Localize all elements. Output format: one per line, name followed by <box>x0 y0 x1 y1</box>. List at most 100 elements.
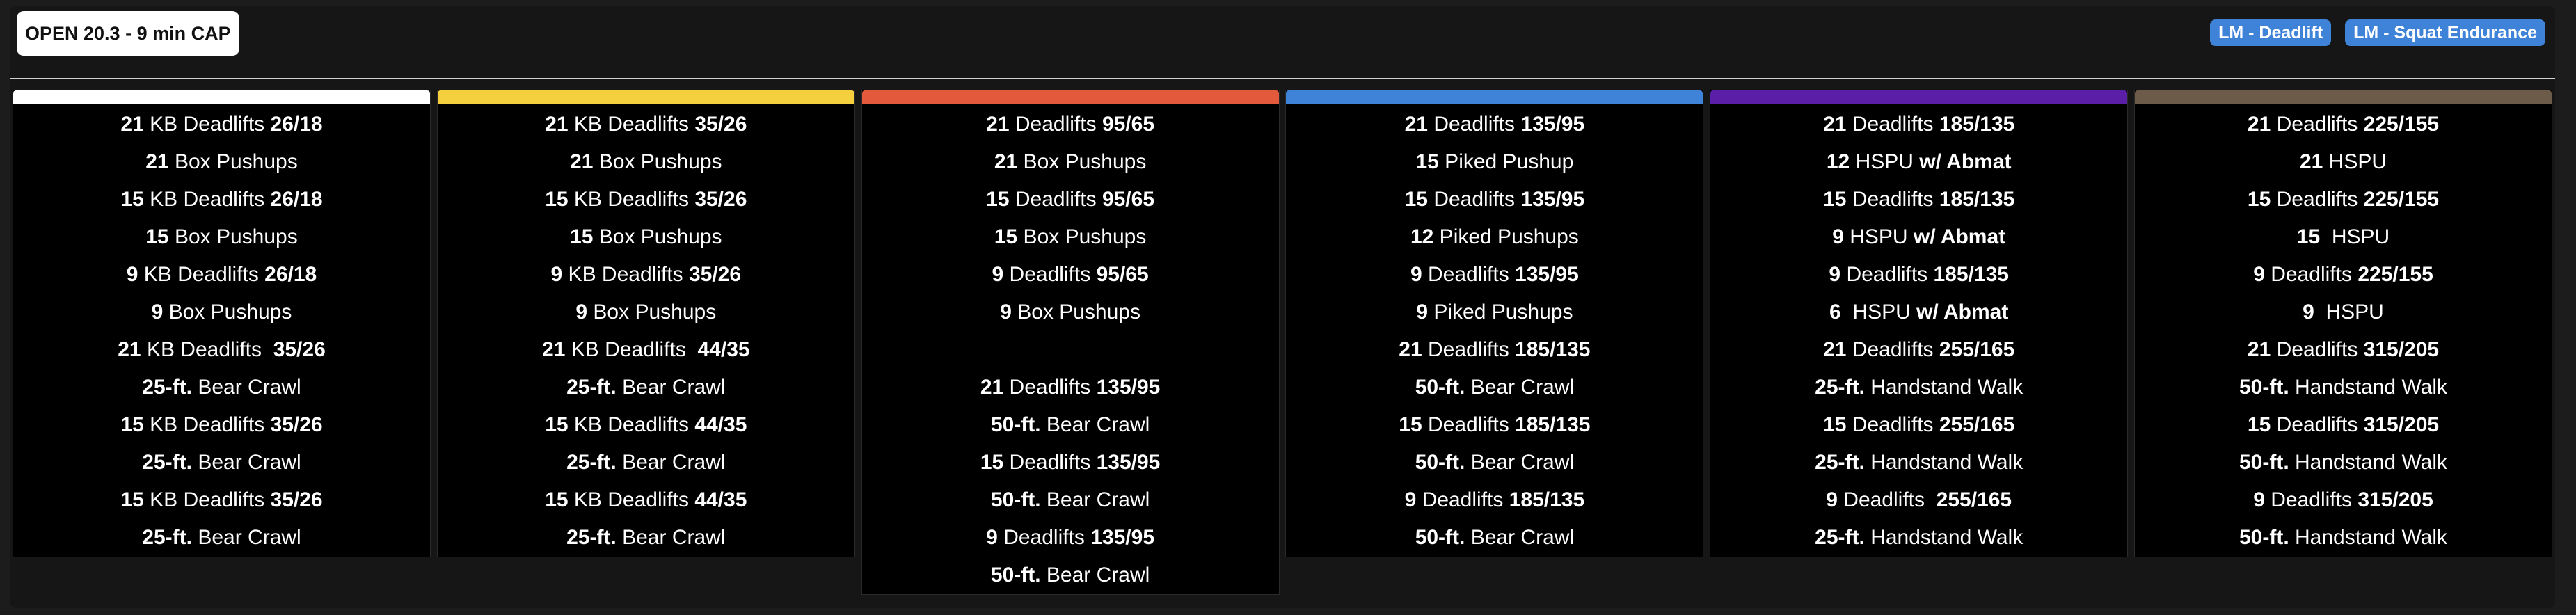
movement-load: 95/65 <box>1102 188 1155 211</box>
workout-title: OPEN 20.3 - 9 min CAP <box>17 11 239 56</box>
level-column-6: 21 Deadlifts 225/155 21 HSPU 15 Deadlifts … <box>2134 90 2552 557</box>
tag-list: LM - Deadlift LM - Squat Endurance <box>2210 19 2545 46</box>
movement-load: 35/26 <box>270 488 323 511</box>
movement-row: 25-ft. Bear Crawl <box>438 444 854 481</box>
movement-load: 185/135 <box>1939 113 2015 136</box>
movement-name: Deadlifts <box>1846 113 1939 136</box>
rep-count: 15 <box>145 225 169 248</box>
movement-name: Deadlifts <box>1422 338 1516 361</box>
movement-row: 15 Deadlifts 185/135 <box>1286 406 1703 444</box>
movement-list: 21 Deadlifts 225/155 21 HSPU 15 Deadlifts … <box>2135 104 2552 557</box>
movement-name: Bear Crawl <box>616 526 726 549</box>
movement-name: Bear Crawl <box>1465 451 1575 474</box>
movement-name: HSPU <box>2314 301 2384 324</box>
rep-count: 9 <box>2303 301 2314 324</box>
rep-count: 50-ft. <box>990 488 1041 511</box>
movement-row: 15 Piked Pushup <box>1286 143 1703 181</box>
movement-row: 15 HSPU <box>2135 218 2552 256</box>
movement-name: Bear Crawl <box>1040 564 1150 586</box>
level-columns: 21 KB Deadlifts 26/18 21 Box Pushups 15 KB… <box>13 90 2552 605</box>
movement-name: Bear Crawl <box>191 526 301 549</box>
movement-row: 9 Deadlifts 135/95 <box>1286 256 1703 294</box>
movement-name: Box Pushups <box>593 150 722 173</box>
movement-load: 44/35 <box>697 338 750 361</box>
movement-load: 26/18 <box>270 113 323 136</box>
movement-load: 315/205 <box>2363 338 2440 361</box>
rep-count: 21 <box>1399 338 1422 361</box>
movement-row: 21 Deadlifts 225/155 <box>2135 106 2552 143</box>
movement-name: Box Pushups <box>163 301 292 324</box>
rep-count: 9 <box>1829 263 1841 286</box>
movement-load: 135/95 <box>1515 263 1579 286</box>
tag-lm-squat-endurance[interactable]: LM - Squat Endurance <box>2345 19 2545 46</box>
movement-row: 25-ft. Bear Crawl <box>13 369 430 406</box>
movement-row: 9 Deadlifts 315/205 <box>2135 481 2552 519</box>
rep-count: 25-ft. <box>142 376 192 399</box>
movement-load: 135/95 <box>1520 113 1585 136</box>
movement-row: 21 KB Deadlifts 44/35 <box>438 331 854 369</box>
movement-row: 15 KB Deadlifts 35/26 <box>438 181 854 218</box>
movement-load: 44/35 <box>694 488 747 511</box>
movement-row: 50-ft. Bear Crawl <box>1286 444 1703 481</box>
rep-count: 15 <box>994 225 1018 248</box>
rep-count: 9 <box>1826 488 1838 511</box>
rep-count: 50-ft. <box>2239 451 2289 474</box>
movement-row: 50-ft. Handstand Walk <box>2135 519 2552 557</box>
tag-lm-deadlift[interactable]: LM - Deadlift <box>2210 19 2332 46</box>
movement-row: 15 Deadlifts 225/155 <box>2135 181 2552 218</box>
movement-load: 95/65 <box>1096 263 1149 286</box>
movement-load: 255/165 <box>1936 488 2012 511</box>
movement-row: 9 Deadlifts 185/135 <box>1710 256 2127 294</box>
movement-name: Handstand Walk <box>2289 451 2448 474</box>
movement-row: 9 Deadlifts 185/135 <box>1286 481 1703 519</box>
movement-row: 50-ft. Bear Crawl <box>862 406 1279 444</box>
rep-count: 12 <box>1826 150 1850 173</box>
movement-name: Deadlifts <box>1003 451 1097 474</box>
movement-name: KB Deadlifts <box>143 113 271 136</box>
movement-name: Handstand Walk <box>1864 526 2024 549</box>
movement-list: 21 Deadlifts 95/65 21 Box Pushups 15 Deadl… <box>862 104 1279 594</box>
movement-row: 21 Deadlifts 315/205 <box>2135 331 2552 369</box>
movement-name: KB Deadlifts <box>568 488 695 511</box>
level-column-1: 21 KB Deadlifts 26/18 21 Box Pushups 15 KB… <box>13 90 431 557</box>
rep-count: 21 <box>120 113 144 136</box>
movement-name: KB Deadlifts <box>565 338 698 361</box>
movement-row: 21 Box Pushups <box>438 143 854 181</box>
movement-name: Deadlifts <box>1840 263 1934 286</box>
movement-name: KB Deadlifts <box>568 188 695 211</box>
movement-name: Deadlifts <box>1428 113 1521 136</box>
rep-count: 15 <box>120 413 144 436</box>
movement-load: 95/65 <box>1102 113 1155 136</box>
rep-count: 15 <box>120 188 144 211</box>
movement-row: 21 Deadlifts 135/95 <box>1286 106 1703 143</box>
movement-row: 50-ft. Bear Crawl <box>862 481 1279 519</box>
movement-load: 185/135 <box>1509 488 1585 511</box>
movement-row: 9 Deadlifts 95/65 <box>862 256 1279 294</box>
movement-row: 9 HSPU w/ Abmat <box>1710 218 2127 256</box>
movement-name: Deadlifts <box>2271 338 2364 361</box>
movement-row: 12 Piked Pushups <box>1286 218 1703 256</box>
movement-name: Piked Pushup <box>1438 150 1574 173</box>
rep-count: 9 <box>550 263 563 286</box>
movement-name: Bear Crawl <box>1465 526 1575 549</box>
rep-count: 15 <box>980 451 1004 474</box>
movement-row: 9 KB Deadlifts 35/26 <box>438 256 854 294</box>
movement-row: 50-ft. Handstand Walk <box>2135 369 2552 406</box>
movement-name: HSPU <box>1843 225 1914 248</box>
rep-count: 21 <box>986 113 1010 136</box>
movement-load: 35/26 <box>273 338 326 361</box>
movement-row: 25-ft. Handstand Walk <box>1710 369 2127 406</box>
movement-row: 15 Deadlifts 185/135 <box>1710 181 2127 218</box>
rep-count: 15 <box>1404 188 1428 211</box>
movement-name: Deadlifts <box>1009 113 1102 136</box>
rep-count: 9 <box>992 263 1004 286</box>
movement-name: Deadlifts <box>1003 263 1097 286</box>
rep-count: 15 <box>545 413 569 436</box>
level-color-bar <box>13 90 430 104</box>
movement-load: 225/155 <box>2358 263 2433 286</box>
movement-name: KB Deadlifts <box>568 413 695 436</box>
header-divider <box>10 78 2555 79</box>
rep-count: 21 <box>2247 338 2271 361</box>
movement-name: KB Deadlifts <box>143 188 271 211</box>
movement-list: 21 Deadlifts 135/95 15 Piked Pushup 15 Dea… <box>1286 104 1703 557</box>
